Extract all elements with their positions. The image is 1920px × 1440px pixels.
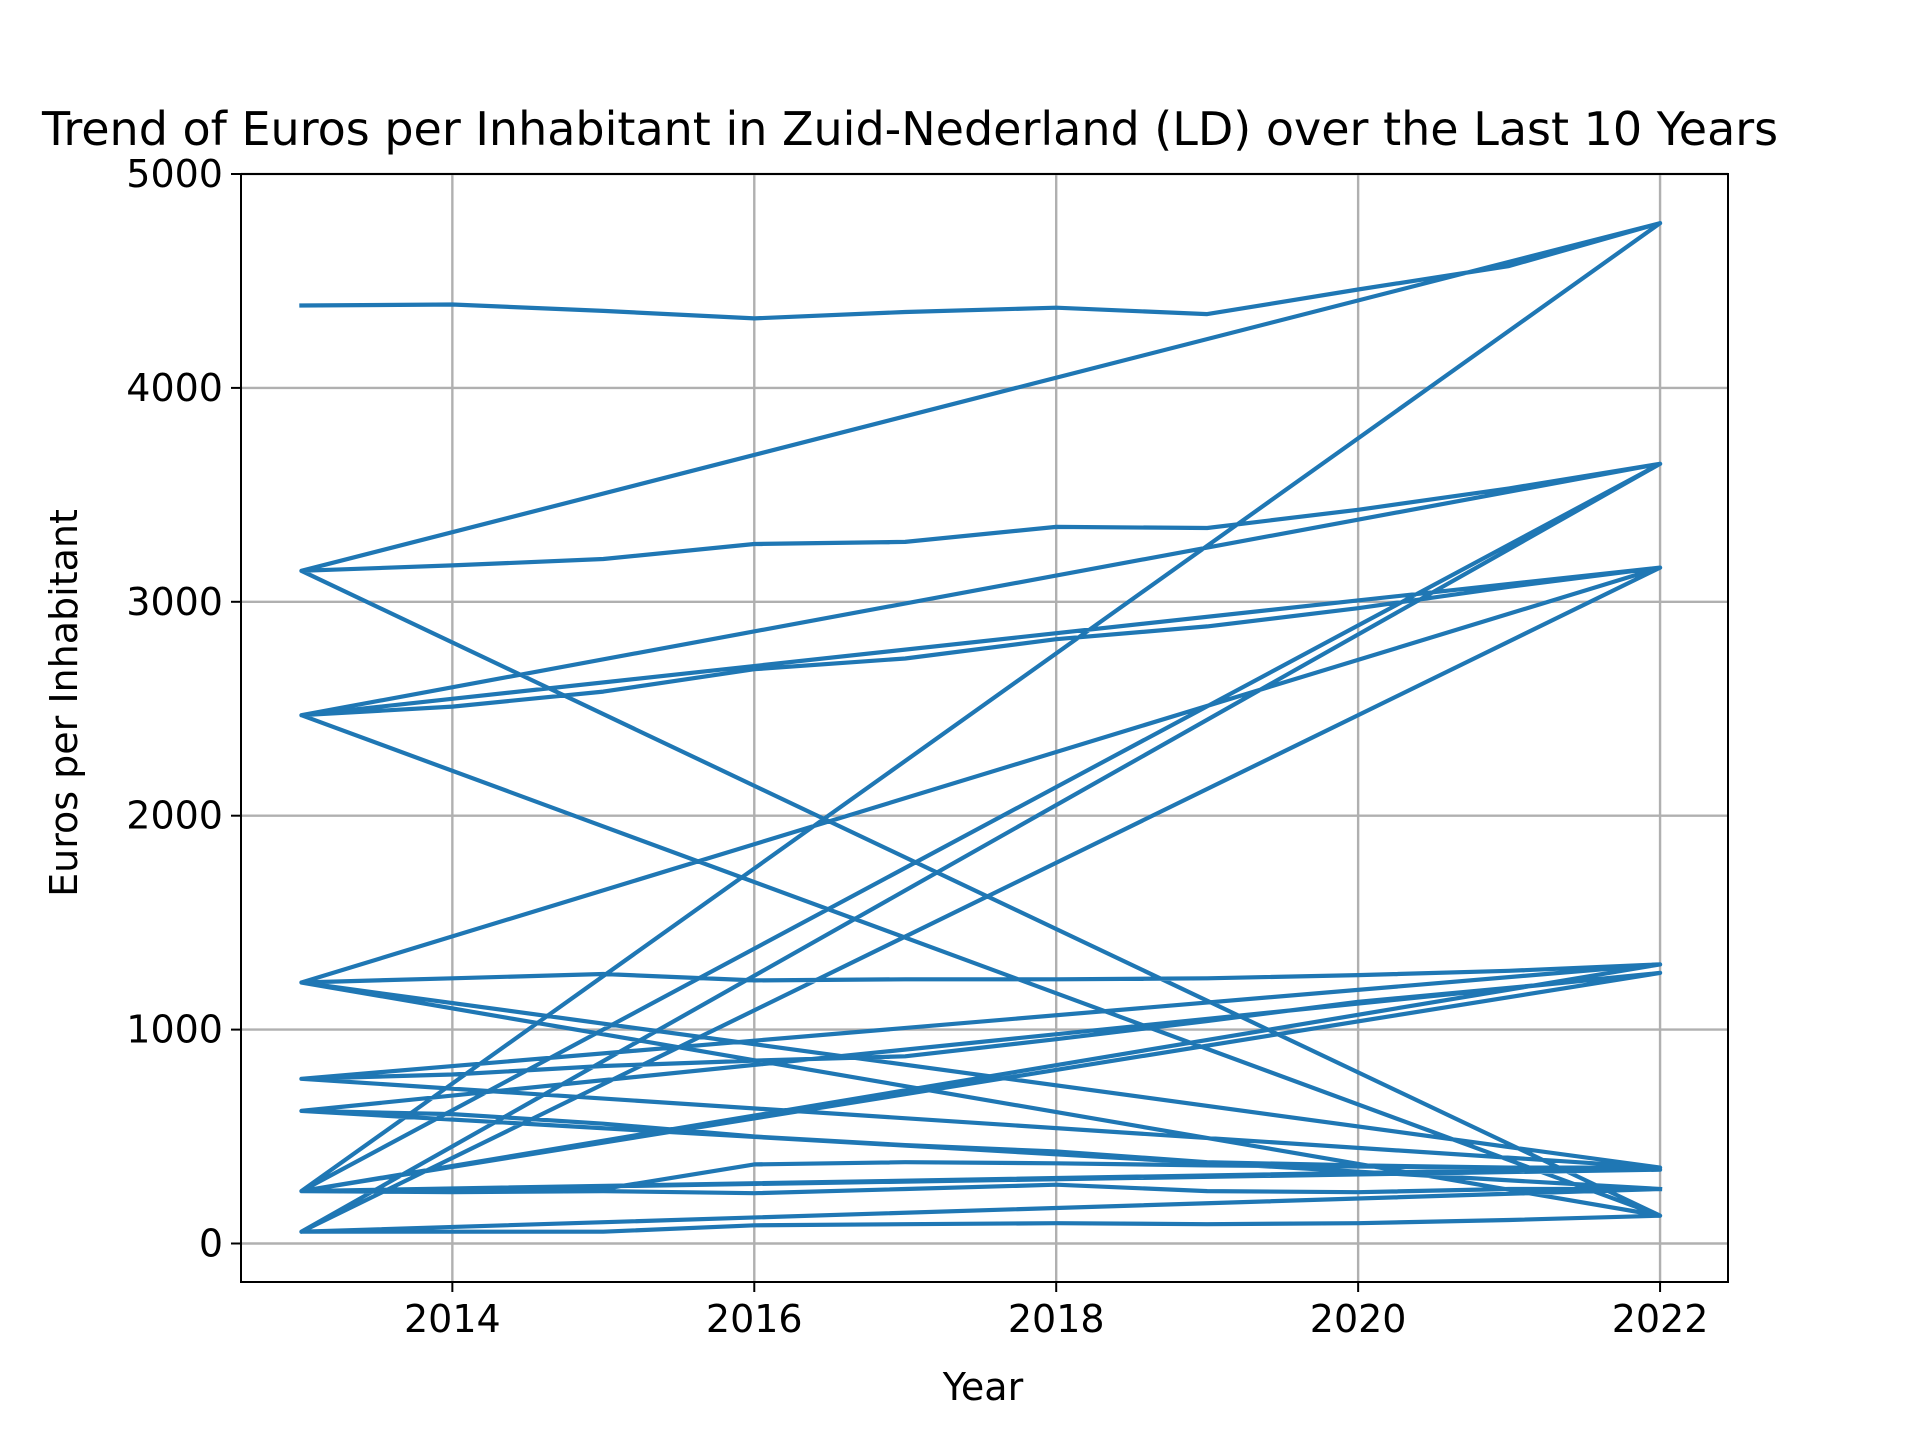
y-tick-label: 5000 [126, 152, 223, 196]
y-tick-label: 1000 [126, 1008, 223, 1052]
x-tick-label: 2020 [1310, 1297, 1407, 1341]
x-tick-label: 2018 [1008, 1297, 1105, 1341]
x-tick-label: 2022 [1612, 1297, 1709, 1341]
series-line [299, 221, 1663, 1234]
plot-frame [240, 173, 1729, 1283]
y-axis: 0 1000 2000 3000 4000 5000 [126, 152, 241, 1265]
y-tick-label: 0 [199, 1221, 223, 1265]
x-axis-label: Year [942, 1365, 1024, 1409]
chart-title: Trend of Euros per Inhabitant in Zuid-Ne… [41, 102, 1778, 156]
x-tick-label: 2014 [404, 1297, 501, 1341]
y-tick-label: 2000 [126, 794, 223, 838]
series-group [299, 221, 1663, 1234]
y-tick-label: 4000 [126, 366, 223, 410]
y-tick-label: 3000 [126, 580, 223, 624]
x-tick-label: 2016 [706, 1297, 803, 1341]
x-axis: 2014 2016 2018 2020 2022 [404, 1282, 1708, 1341]
y-axis-label: Euros per Inhabitant [42, 509, 86, 897]
